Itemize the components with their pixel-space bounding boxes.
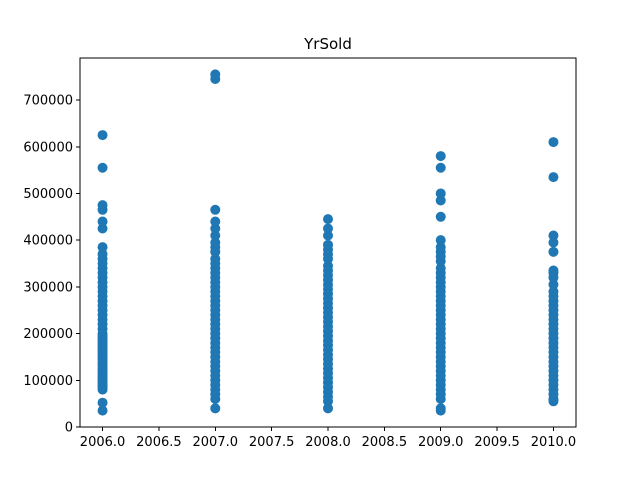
data-point: [323, 223, 333, 234]
data-point: [210, 237, 221, 248]
data-point: [210, 204, 221, 215]
x-tick-label: 2008.0: [305, 435, 351, 450]
data-point: [210, 253, 221, 264]
data-point: [97, 162, 108, 173]
x-tick-label: 2008.5: [362, 435, 408, 450]
y-tick-label: 500000: [23, 187, 73, 202]
data-point: [548, 279, 559, 290]
data-point: [210, 69, 221, 80]
x-tick-label: 2010.0: [531, 435, 577, 450]
data-point: [97, 223, 108, 234]
x-tick-label: 2006.0: [80, 435, 126, 450]
data-point: [323, 403, 333, 414]
y-tick-label: 400000: [23, 234, 73, 249]
data-point: [435, 188, 446, 199]
x-axis: 2006.0 2006.5 2007.0 2007.5 2008.0 2008.5 2009…: [80, 427, 576, 450]
data-point: [548, 286, 559, 297]
data-point: [435, 263, 446, 274]
data-point: [548, 237, 559, 248]
data-point: [435, 235, 446, 246]
data-point: [548, 137, 559, 148]
x-tick-label: 2006.5: [136, 435, 182, 450]
data-point: [548, 172, 559, 183]
chart-title: YrSold: [303, 35, 352, 53]
x-tick-label: 2009.5: [474, 435, 520, 450]
data-point: [210, 216, 221, 227]
data-point: [97, 200, 108, 211]
data-point: [97, 130, 108, 141]
data-point: [97, 216, 108, 227]
data-point: [97, 405, 108, 416]
x-tick-label: 2007.0: [193, 435, 239, 450]
data-point: [210, 403, 221, 414]
data-point: [435, 242, 446, 253]
data-point: [210, 230, 221, 241]
x-tick-label: 2007.5: [249, 435, 295, 450]
data-point: [435, 211, 446, 222]
data-point: [323, 230, 333, 241]
data-point: [323, 260, 333, 271]
data-point: [548, 230, 559, 241]
x-tick-label: 2009.0: [418, 435, 464, 450]
y-tick-label: 200000: [23, 327, 73, 342]
y-tick-label: 600000: [23, 140, 73, 155]
data-point: [548, 265, 559, 276]
data-point: [210, 223, 221, 234]
data-point: [435, 151, 446, 162]
data-point: [97, 397, 108, 408]
y-tick-label: 100000: [23, 374, 73, 389]
points-layer: [97, 69, 559, 416]
y-tick-label: 700000: [23, 94, 73, 109]
y-axis: 0 100000 200000 300000 400000 500000 600000 700…: [23, 94, 80, 436]
y-tick-label: 300000: [23, 280, 73, 295]
y-tick-label: 0: [65, 421, 73, 436]
data-point: [323, 214, 333, 225]
data-point: [323, 239, 333, 250]
data-point: [435, 162, 446, 173]
data-point: [97, 242, 108, 253]
data-point: [97, 249, 108, 260]
data-point: [548, 246, 559, 257]
data-point: [435, 403, 446, 414]
data-point: [435, 195, 446, 206]
